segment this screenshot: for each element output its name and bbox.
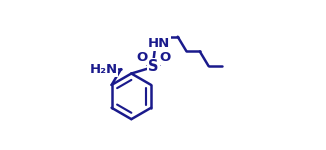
Text: O: O: [136, 51, 147, 64]
Text: H₂N: H₂N: [89, 63, 117, 76]
Text: S: S: [148, 59, 159, 74]
Text: HN: HN: [148, 37, 170, 50]
Text: O: O: [160, 51, 171, 64]
